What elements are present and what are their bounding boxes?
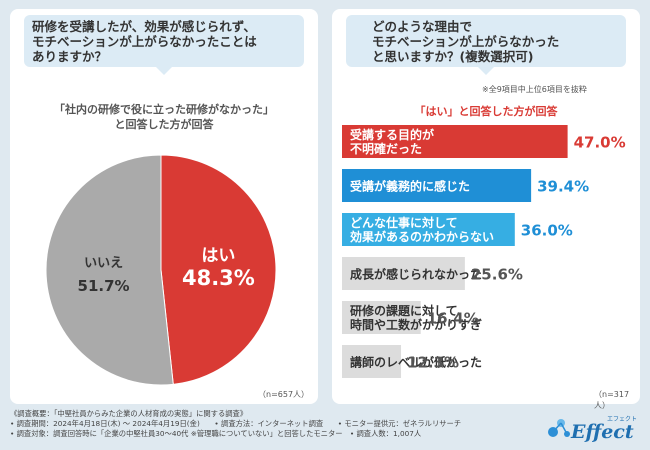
bar-value-label: 12.3% <box>407 354 459 372</box>
right-question-text: どのような理由で モチベーションが上がらなかった と思いますか？(複数選択可) <box>372 19 640 64</box>
footer-line: • 調査対象：調査回答時に「企業の中堅社員30～40代 ※管理職についていない」… <box>10 429 422 438</box>
bar <box>342 301 421 334</box>
left-question-line: モチベーションが上がらなかったことは <box>32 34 257 49</box>
left-question-header: 研修を受講したが、効果が感じられず、 モチベーションが上がらなかったことは あり… <box>10 9 318 79</box>
bar-category-label: 成長が感じられなかった <box>350 267 482 282</box>
logo-kana: エフェクト <box>607 416 637 423</box>
bar-category-label: 時間や工数がかかりすぎ <box>350 317 482 332</box>
right-note: ※全9項目中上位6項目を抜粋 <box>482 85 587 94</box>
left-panel: 研修を受講したが、効果が感じられず、 モチベーションが上がらなかったことは あり… <box>10 9 318 404</box>
bar-category-label: 受講する目的が <box>350 127 434 142</box>
bar-category-label: 受講が義務的に感じた <box>350 179 470 194</box>
logo-mark-icon: エフェクト Effect <box>548 416 637 443</box>
left-sample-size: （n=657人） <box>258 390 310 399</box>
effect-logo: エフェクト Effect <box>545 412 640 443</box>
pie-slice-label: いいえ <box>84 256 123 271</box>
right-question-line: どのような理由で <box>372 19 473 34</box>
bar <box>342 125 568 158</box>
bar <box>342 169 532 202</box>
right-question-line: モチベーションが上がらなかった <box>372 34 560 49</box>
bar-category-label: どんな仕事に対して <box>350 215 458 230</box>
pie-slice-value: 48.3% <box>182 266 255 290</box>
left-caption-line: 「社内の研修で役に立った研修がなかった」 <box>54 103 274 116</box>
bar-value-label: 39.4% <box>537 178 589 196</box>
pie-slice <box>45 154 174 386</box>
left-question-line: 研修を受講したが、効果が感じられず、 <box>32 19 256 34</box>
bar-value-label: 47.0% <box>574 134 626 152</box>
left-caption-line: と回答した方が回答 <box>114 118 214 131</box>
bar-category-label: 不明確だった <box>350 141 422 156</box>
bar-value-label: 36.0% <box>521 222 573 240</box>
bar-value-label: 16.4% <box>427 310 479 328</box>
pie-slice <box>160 154 277 385</box>
bar <box>342 213 515 246</box>
left-question-text: 研修を受講したが、効果が感じられず、 モチベーションが上がらなかったことは あり… <box>32 19 300 64</box>
pie-slice-value: 51.7% <box>78 277 130 295</box>
bar <box>342 345 402 378</box>
survey-footer: 《調査概要：「中堅社員からみた企業の人材育成の実態」に関する調査》 • 調査期間… <box>10 409 530 439</box>
footer-line: • 調査期間：2024年4月18日(木) ～ 2024年4月19日(金) • 調… <box>10 419 462 428</box>
bar-category-label: 講師のレベルが低かった <box>350 355 482 370</box>
footer-line: 《調査概要：「中堅社員からみた企業の人材育成の実態」に関する調査》 <box>10 409 248 418</box>
right-caption: 「はい」と回答した方が回答 <box>414 105 558 118</box>
right-question-line: と思いますか？(複数選択可) <box>372 49 534 64</box>
right-sample-size: （n=317人） <box>594 390 630 410</box>
pie-slice-label: はい <box>201 246 235 266</box>
left-question-bubble <box>24 15 304 75</box>
bar <box>342 257 465 290</box>
right-question-header: どのような理由で モチベーションが上がらなかった と思いますか？(複数選択可) <box>332 9 640 79</box>
right-panel: どのような理由で モチベーションが上がらなかった と思いますか？(複数選択可) … <box>332 9 640 410</box>
right-question-bubble <box>346 15 626 75</box>
bar-value-label: 25.6% <box>471 266 523 284</box>
logo-text: Effect <box>570 421 634 442</box>
bar-category-label: 効果があるのかわからない <box>350 229 494 244</box>
left-question-line: ありますか？ <box>32 49 108 64</box>
bar-category-label: 研修の課題に対して、 <box>350 303 469 318</box>
